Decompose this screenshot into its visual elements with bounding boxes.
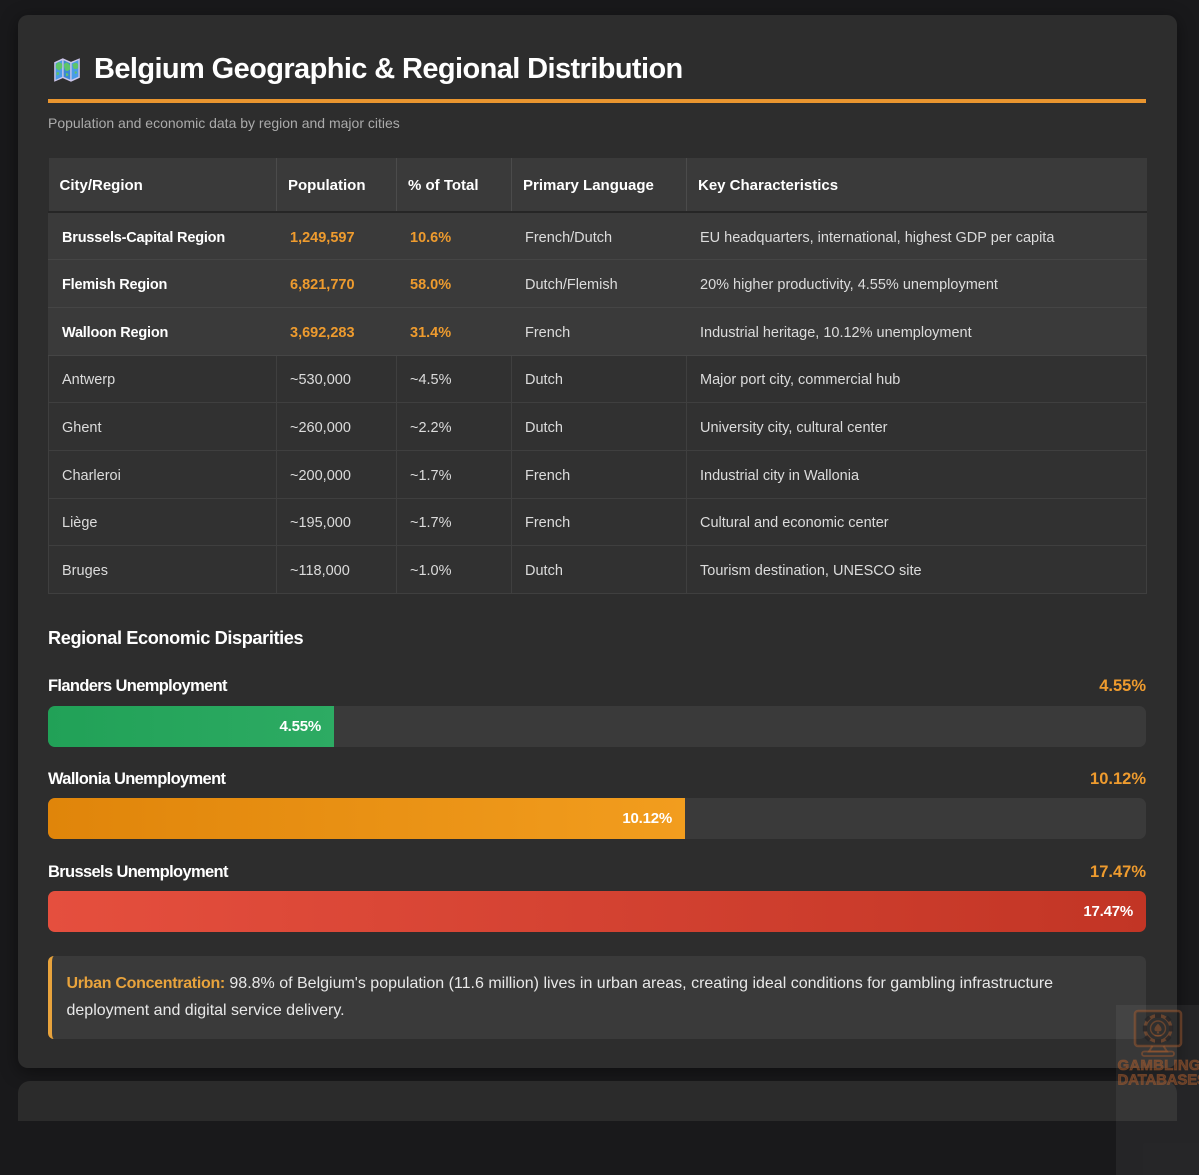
svg-text:DATABASES: DATABASES [1118,1071,1199,1088]
